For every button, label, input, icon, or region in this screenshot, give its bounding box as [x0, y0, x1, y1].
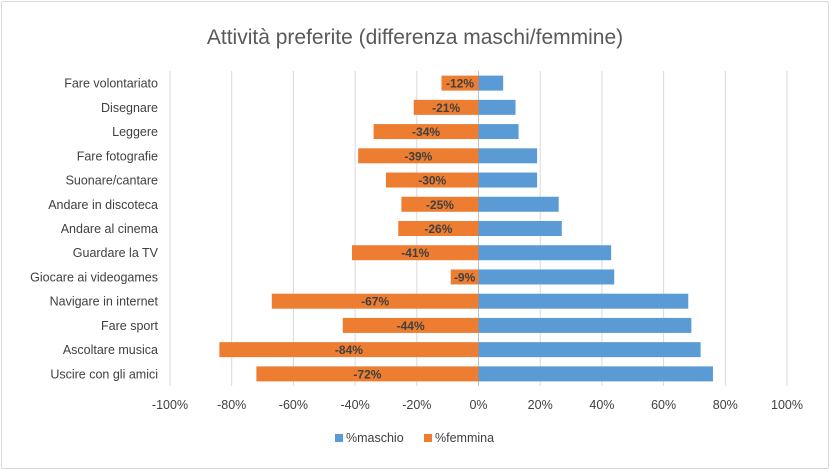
bar-maschio: [478, 75, 504, 91]
data-labels: -12%-21%-34%-39%-30%-25%-26%-41%-9%-67%-…: [335, 77, 476, 382]
x-axis-tick-labels: -100% -80% -60% -40% -20% 0% 20% 40% 60% 80% 100%: [152, 398, 803, 412]
bar-maschio: [478, 366, 713, 382]
bar-femmina: [385, 172, 479, 188]
bar-femmina: [342, 317, 479, 333]
data-label: -34%: [412, 125, 440, 139]
bar-maschio: [478, 124, 519, 140]
x-tick-label: -20%: [402, 398, 431, 412]
category-label: Fare fotografie: [77, 149, 158, 163]
data-label: -67%: [361, 295, 389, 309]
bar-maschio: [478, 99, 516, 115]
bar-femmina: [373, 124, 479, 140]
data-label: -21%: [432, 101, 460, 115]
data-label: -12%: [446, 77, 474, 91]
category-label: Navigare in internet: [50, 295, 159, 309]
data-label: -84%: [335, 343, 363, 357]
bar-maschio: [478, 172, 538, 188]
legend: %maschio %femmina: [335, 431, 494, 445]
bar-femmina: [271, 293, 479, 309]
category-label: Fare sport: [101, 319, 158, 333]
bar-maschio: [478, 269, 615, 285]
bar-maschio: [478, 221, 562, 236]
category-label: Disegnare: [101, 101, 158, 115]
category-label: Andare al cinema: [61, 222, 158, 236]
category-label: Fare volontariato: [64, 77, 158, 91]
bars: [219, 75, 713, 382]
bar-maschio: [478, 293, 689, 309]
x-tick-label: -80%: [217, 398, 246, 412]
legend-label: %femmina: [435, 431, 494, 445]
category-label: Suonare/cantare: [66, 174, 158, 188]
category-label: Ascoltare musica: [63, 343, 158, 357]
x-tick-label: -100%: [152, 398, 188, 412]
bar-femmina: [352, 245, 479, 261]
bar-femmina: [413, 99, 479, 115]
x-tick-label: 60%: [651, 398, 676, 412]
grid-lines: [169, 71, 788, 386]
category-label: Uscire con gli amici: [50, 367, 158, 381]
bar-femmina: [441, 75, 479, 91]
data-label: -44%: [397, 319, 425, 333]
bar-maschio: [478, 245, 612, 261]
category-label: Andare in discoteca: [48, 198, 158, 212]
bar-femmina: [358, 148, 479, 164]
category-label: Guardare la TV: [73, 246, 159, 260]
data-label: -39%: [404, 149, 432, 163]
x-tick-label: 20%: [528, 398, 553, 412]
bar-maschio: [478, 196, 559, 212]
legend-swatch: [335, 434, 343, 442]
data-label: -26%: [424, 222, 452, 236]
bar-maschio: [478, 148, 538, 164]
x-tick-label: 0%: [469, 398, 487, 412]
data-label: -30%: [418, 174, 446, 188]
x-tick-label: 40%: [589, 398, 614, 412]
bar-femmina: [450, 269, 479, 285]
category-label: Leggere: [112, 125, 158, 139]
bar-femmina: [219, 342, 479, 358]
x-tick-label: -40%: [341, 398, 370, 412]
bar-maschio: [478, 342, 701, 358]
category-labels: Fare volontariato Disegnare Leggere Fare fo…: [30, 77, 159, 382]
data-label: -41%: [401, 246, 429, 260]
data-label: -25%: [426, 198, 454, 212]
legend-swatch: [424, 434, 432, 442]
bar-maschio: [478, 317, 692, 333]
bar-femmina: [398, 221, 479, 236]
bar-femmina: [401, 196, 479, 212]
data-label: -9%: [454, 270, 476, 284]
x-tick-label: 80%: [713, 398, 738, 412]
data-label: -72%: [353, 367, 381, 381]
chart-title: Attività preferite (differenza maschi/fe…: [207, 26, 623, 49]
bar-femmina: [256, 366, 479, 382]
x-tick-label: 100%: [771, 398, 803, 412]
category-label: Giocare ai videogames: [30, 270, 158, 284]
legend-label: %maschio: [346, 431, 404, 445]
x-tick-label: -60%: [279, 398, 308, 412]
